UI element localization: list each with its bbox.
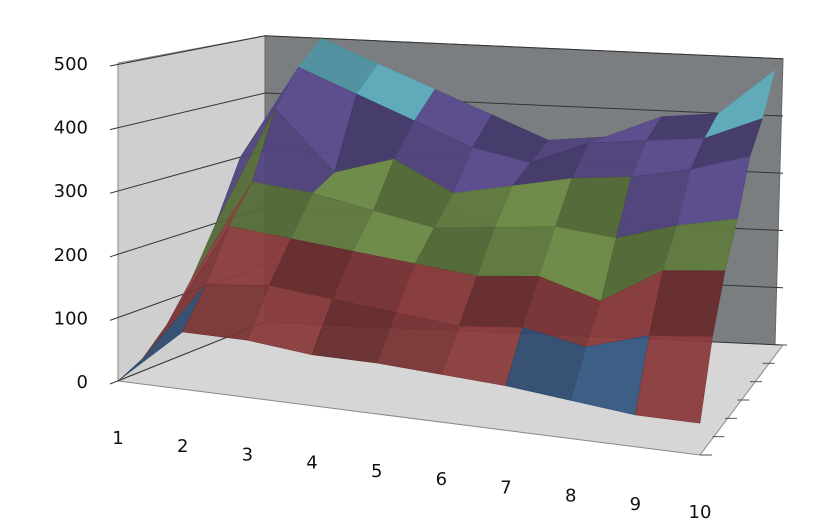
x-tick-label: 7 bbox=[500, 477, 511, 498]
y-tick-label: 300 bbox=[54, 181, 88, 202]
y-tick-label: 0 bbox=[77, 372, 88, 393]
y-tick-label: 200 bbox=[54, 245, 88, 266]
y-tick-label: 400 bbox=[54, 118, 88, 139]
x-tick-label: 8 bbox=[565, 486, 576, 507]
x-tick-label: 6 bbox=[436, 469, 447, 490]
x-tick-label: 9 bbox=[630, 494, 641, 515]
x-tick-label: 10 bbox=[689, 502, 712, 523]
x-tick-label: 4 bbox=[306, 453, 317, 474]
x-tick-label: 5 bbox=[371, 461, 382, 482]
grid-line bbox=[109, 35, 784, 67]
grid-line bbox=[109, 92, 784, 131]
x-tick-label: 3 bbox=[242, 444, 253, 465]
x-tick-label: 2 bbox=[177, 436, 188, 457]
y-tick-label: 500 bbox=[54, 54, 88, 75]
surface-patch bbox=[635, 335, 713, 424]
y-tick-label: 100 bbox=[54, 308, 88, 329]
x-tick-label: 1 bbox=[112, 428, 123, 449]
